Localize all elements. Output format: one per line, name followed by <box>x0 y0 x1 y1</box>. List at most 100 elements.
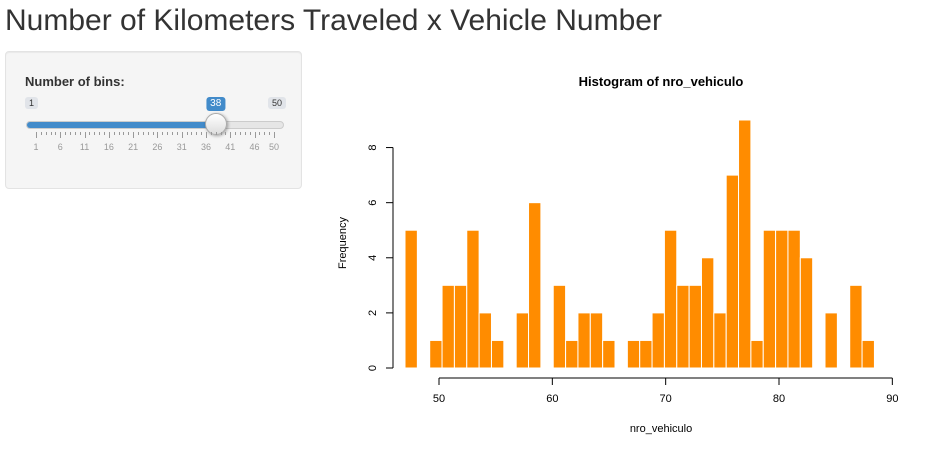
histogram-bar <box>651 312 665 369</box>
slider-tick <box>123 132 125 135</box>
histogram-bar <box>515 312 530 369</box>
slider-tick-label: 26 <box>152 142 163 152</box>
slider-tick <box>191 132 193 135</box>
slider-tick <box>254 132 256 138</box>
y-tick-label: 6 <box>367 200 379 206</box>
slider-tick <box>60 132 62 138</box>
slider-tick <box>118 132 120 135</box>
histogram-bar <box>528 202 542 369</box>
histogram-bar <box>639 339 653 369</box>
histogram-bar <box>762 229 777 369</box>
slider-tick <box>128 132 130 135</box>
histogram-bar <box>787 229 801 369</box>
slider-tick <box>65 132 67 135</box>
slider-tick <box>89 132 91 135</box>
slider-tick <box>36 132 37 138</box>
slider-tick <box>181 132 183 138</box>
slider-tick <box>206 132 207 138</box>
x-tick-label: 70 <box>660 393 672 405</box>
slider-tick <box>196 132 198 135</box>
slider-tick-label: 16 <box>103 142 114 152</box>
slider-tick <box>152 132 154 135</box>
slider-tick <box>99 132 101 135</box>
slider-tick <box>176 132 178 135</box>
chart-title: Histogram of nro_vehiculo <box>579 74 744 89</box>
histogram-bar <box>441 284 455 369</box>
slider-tick <box>264 132 266 135</box>
x-tick-label: 60 <box>546 393 558 405</box>
slider-tick <box>186 132 188 135</box>
slider-tick <box>230 132 232 138</box>
slider-tick <box>40 132 42 135</box>
slider-max-label: 50 <box>268 97 287 109</box>
slider-tick <box>138 132 139 135</box>
x-tick-label: 90 <box>886 393 898 405</box>
slider-tick <box>259 132 261 135</box>
x-axis-label: nro_vehiculo <box>630 423 692 435</box>
slider-tick <box>162 132 164 135</box>
slider-tick <box>79 132 81 135</box>
histogram-bar <box>589 312 604 369</box>
histogram-bar <box>849 284 863 369</box>
slider-tick-label: 50 <box>268 142 280 152</box>
slider-tick <box>108 132 110 138</box>
slider-tick <box>235 132 237 135</box>
histogram-bar <box>663 229 678 369</box>
histogram-bar <box>688 284 702 369</box>
slider-tick <box>244 132 246 135</box>
y-tick-label: 4 <box>367 255 379 261</box>
slider-track[interactable] <box>26 121 284 129</box>
slider-tick <box>55 132 57 135</box>
slider-tick <box>45 132 47 135</box>
slider-tick <box>84 132 86 138</box>
x-tick-label: 80 <box>773 393 785 405</box>
slider-min-label: 1 <box>25 97 39 109</box>
histogram-bar <box>700 257 715 369</box>
slider-tick-label: 46 <box>249 142 260 152</box>
histogram-bar <box>775 229 789 369</box>
slider-tick <box>50 132 52 135</box>
slider-tick-label: 1 <box>33 142 39 152</box>
slider-tick <box>70 132 71 135</box>
slider-tick <box>220 132 222 135</box>
histogram-bar <box>552 284 567 369</box>
histogram-bar <box>725 174 740 369</box>
histogram-bar <box>453 284 468 369</box>
slider-tick-label: 21 <box>128 142 139 152</box>
sidebar-panel: Number of bins: 1 50 38 1 6 11 16 21 26 31 36 41… <box>5 51 302 189</box>
y-tick-label: 2 <box>367 310 379 316</box>
histogram-bar <box>713 312 727 369</box>
slider-tick <box>104 132 105 135</box>
histogram-bar <box>738 119 752 369</box>
page-title: Number of Kilometers Traveled x Vehicle … <box>5 4 662 37</box>
y-tick-label: 8 <box>367 144 379 150</box>
slider-tick <box>201 132 203 135</box>
slider-tick <box>157 132 159 138</box>
slider-tick <box>240 132 241 135</box>
slider-tick <box>167 132 169 135</box>
histogram-bar <box>676 284 690 369</box>
chart-axes: 50 60 70 80 90 0 2 4 6 8 <box>367 144 898 405</box>
slider-fill <box>27 122 217 128</box>
histogram-bar <box>429 339 443 369</box>
y-axis-label: Frequency <box>337 217 349 269</box>
x-tick-label: 50 <box>433 393 445 405</box>
y-tick-label: 0 <box>367 365 379 371</box>
slider-tick <box>74 132 76 135</box>
histogram-bar <box>799 257 814 369</box>
histogram-bar <box>626 339 641 369</box>
histogram-bar <box>750 339 764 369</box>
slider-tick <box>142 132 144 135</box>
slider-tick-label: 36 <box>200 142 212 152</box>
histogram-bar <box>565 339 579 369</box>
slider-tick <box>215 132 217 135</box>
slider-tick <box>133 132 135 138</box>
slider-tick <box>172 132 173 135</box>
slider-tick <box>249 132 251 135</box>
histogram-bar <box>824 312 838 369</box>
slider-tick <box>225 132 227 135</box>
slider-tick <box>269 132 271 135</box>
histogram-bars <box>404 119 875 369</box>
histogram-bar <box>404 229 418 369</box>
histogram-bar <box>602 339 616 369</box>
